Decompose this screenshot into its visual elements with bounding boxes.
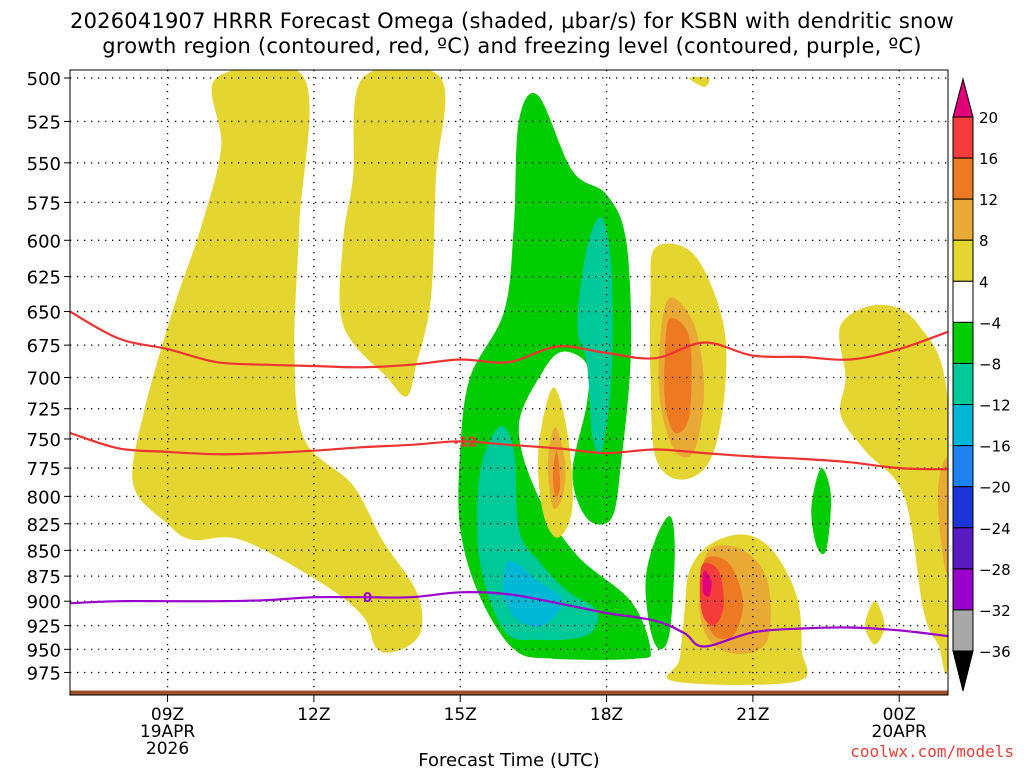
dgz-upper-line <box>70 310 948 369</box>
colorbar-bin <box>952 362 974 406</box>
omega-region-subsidence-top <box>689 76 710 87</box>
colorbar-label: 20 <box>979 109 998 127</box>
omega-region-subsidence-right-mid-12 <box>664 317 692 434</box>
colorbar-label: −12 <box>979 397 1011 415</box>
y-tick-label: 925 <box>27 617 61 638</box>
y-tick-label: 625 <box>27 268 61 289</box>
x-tick-label: 21Z <box>736 705 769 725</box>
y-tick-label: 650 <box>27 303 61 324</box>
x-tick-label: 18Z <box>590 705 623 725</box>
freezing-level-line <box>70 591 948 648</box>
x-tick-date: 20APR <box>872 722 928 742</box>
colorbar-bin <box>952 486 974 529</box>
omega-region-subsidence-tiny <box>865 601 885 645</box>
credit-text: coolwx.com/models <box>850 742 1014 761</box>
x-tick-label: 09Z <box>151 705 184 725</box>
colorbar-label: −4 <box>979 314 1001 332</box>
y-tick-label: 975 <box>27 663 61 684</box>
colorbar-bin <box>952 321 974 364</box>
x-tick-label: 15Z <box>444 705 477 725</box>
y-tick-label: 800 <box>27 487 61 508</box>
y-tick-label: 675 <box>27 336 61 357</box>
colorbar-bin <box>952 280 974 323</box>
y-tick-label: 700 <box>27 369 61 390</box>
y-tick-label: 775 <box>27 459 61 480</box>
colorbar-bin <box>952 239 974 282</box>
y-tick-label: 750 <box>27 430 61 451</box>
omega-region-ascent-small-2 <box>811 467 832 555</box>
y-tick-label: 500 <box>27 69 61 90</box>
colorbar-bin-bottom <box>952 650 974 692</box>
omega-region-subsidence-lower-20 <box>702 570 712 597</box>
y-tick-label: 550 <box>27 154 61 175</box>
y-tick-label: 900 <box>27 592 61 613</box>
x-tick-label: 12Z <box>297 705 330 725</box>
omega-region-subsidence-far-right <box>839 304 948 675</box>
colorbar-label: −36 <box>979 643 1011 661</box>
contour-lines: -12 0 <box>70 310 948 648</box>
colorbar-bin <box>952 609 974 652</box>
colorbar-bin <box>952 116 974 159</box>
x-axis-label: Forecast Time (UTC) <box>418 750 599 768</box>
y-tick-label: 575 <box>27 193 61 214</box>
x-tick-year: 2026 <box>146 739 189 759</box>
dgz-minus12-line <box>70 431 948 471</box>
y-tick-label: 725 <box>27 400 61 421</box>
omega-region-ascent-small-1 <box>645 516 675 650</box>
colorbar-bin-top <box>952 77 974 118</box>
y-tick-label: 525 <box>27 112 61 133</box>
colorbar-label: −16 <box>979 438 1011 456</box>
colorbar-label: 16 <box>979 150 998 168</box>
plot-area: -12 0 <box>69 69 949 696</box>
colorbar: 20 16 12 8 4 −4 −8 −12 −16 −20 −24 −28 −32 −36 <box>952 77 1011 692</box>
chart-title-line-1: 2026041907 HRRR Forecast Omega (shaded, … <box>70 9 954 33</box>
omega-region-subsidence-small-12 <box>552 450 561 497</box>
freezing-level-line-label: 0 <box>363 591 372 606</box>
chart-title-line-2: growth region (contoured, red, ºC) and f… <box>102 34 922 58</box>
x-tick-date: 19APR <box>140 722 196 742</box>
colorbar-bin <box>952 404 974 447</box>
omega-shading <box>132 70 948 686</box>
colorbar-bin <box>952 198 974 241</box>
colorbar-label: 8 <box>979 232 989 250</box>
omega-region-ascent-core-upper <box>577 217 613 454</box>
y-tick-label: 950 <box>27 640 61 661</box>
colorbar-bin <box>952 445 974 488</box>
colorbar-bin <box>952 527 974 570</box>
colorbar-bin <box>952 568 974 611</box>
omega-region-ascent-peak <box>503 560 563 627</box>
colorbar-bin <box>952 157 974 200</box>
ground-surface <box>70 690 948 695</box>
colorbar-label: −32 <box>979 602 1011 620</box>
dgz-minus12-line-label: -12 <box>453 435 477 450</box>
colorbar-label: 4 <box>979 273 989 291</box>
omega-region-subsidence-left <box>132 70 423 653</box>
plot-frame <box>69 69 949 696</box>
omega-region-subsidence-upper-mid <box>339 70 446 397</box>
y-tick-label: 825 <box>27 515 61 536</box>
y-tick-label: 850 <box>27 541 61 562</box>
colorbar-label: −8 <box>979 355 1001 373</box>
colorbar-label: −24 <box>979 520 1011 538</box>
omega-region-subsidence-far-right-8 <box>937 458 948 574</box>
colorbar-label: 12 <box>979 191 998 209</box>
pressure-axis: 500 525 550 575 600 625 650 675 700 725 750 775 800 8… <box>27 69 70 684</box>
y-tick-label: 600 <box>27 231 61 252</box>
colorbar-label: −20 <box>979 479 1011 497</box>
x-tick-label: 00Z <box>883 705 916 725</box>
y-tick-label: 875 <box>27 567 61 588</box>
colorbar-label: −28 <box>979 561 1011 579</box>
